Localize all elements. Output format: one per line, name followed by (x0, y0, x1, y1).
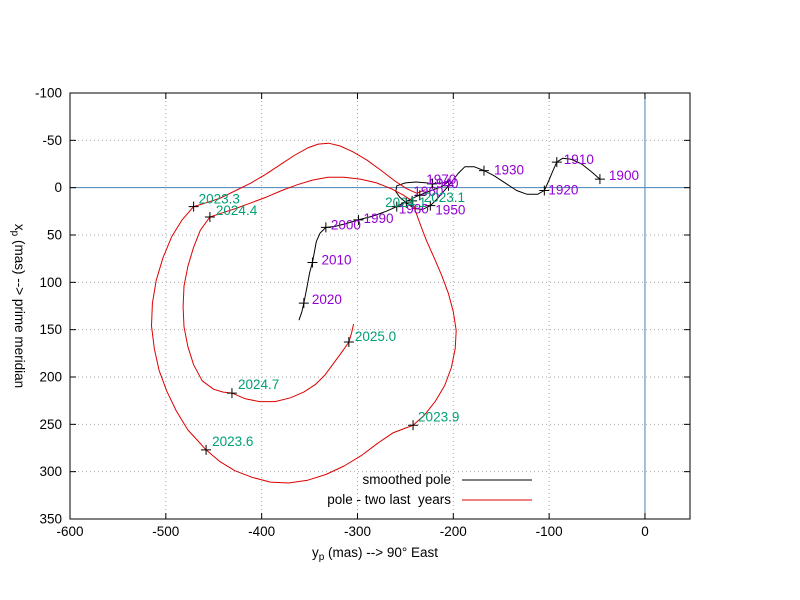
point-cross-marker (226, 388, 237, 399)
x-tick-label: -500 (152, 524, 179, 539)
point-cross-marker (204, 212, 215, 223)
smoothed-pole-curve (298, 157, 601, 321)
point-label: 2023.1 (424, 190, 465, 205)
point-label: 2010 (321, 252, 351, 267)
point-label: 1900 (609, 168, 639, 183)
y-tick-label: -50 (42, 133, 62, 148)
plot-border (69, 92, 691, 520)
x-axis-label: yp (mas) --> 90° East (312, 545, 438, 563)
y-tick-label: 0 (54, 180, 62, 195)
x-tick-label: -300 (344, 524, 371, 539)
point-cross-marker (401, 197, 412, 208)
point-label: 1950 (435, 203, 465, 218)
y-tick-label: 200 (39, 370, 62, 385)
point-label: 2023.9 (418, 409, 459, 424)
point-label: 2024.1 (385, 195, 426, 210)
point-label: 1910 (564, 152, 594, 167)
point-cross-marker (343, 336, 354, 347)
point-cross-marker (188, 201, 199, 212)
y-tick-label: -100 (35, 86, 62, 101)
point-cross-marker (320, 222, 331, 233)
x-tick-label: -600 (56, 524, 83, 539)
point-cross-marker (408, 420, 419, 431)
y-tick-label: 50 (47, 228, 62, 243)
y-axis-label: xp (mas) --> prime meridian (9, 224, 27, 388)
recent-pole-curve (151, 142, 457, 484)
x-tick-label: 0 (641, 524, 649, 539)
point-cross-marker (594, 174, 605, 185)
point-label: 1940 (429, 176, 459, 191)
point-cross-marker (353, 214, 364, 225)
x-tick-label: -100 (536, 524, 563, 539)
x-tick-label: -200 (440, 524, 467, 539)
point-label: 1990 (363, 211, 393, 226)
point-cross-marker (407, 195, 418, 206)
point-cross-marker (414, 190, 425, 201)
point-label: 2000 (331, 217, 361, 232)
point-label: 2025.0 (355, 329, 396, 344)
point-cross-marker (391, 201, 402, 212)
legend: smoothed pole pole - two last years (327, 472, 532, 507)
point-label: 2020 (312, 292, 342, 307)
point-label: 2024.7 (238, 377, 279, 392)
point-label: 1930 (494, 163, 524, 178)
point-cross-marker (307, 257, 318, 268)
point-cross-marker (539, 185, 550, 196)
y-tick-label: 300 (39, 464, 62, 479)
point-cross-marker (478, 165, 489, 176)
point-cross-marker (443, 180, 454, 191)
y-tick-label: 350 (39, 512, 62, 527)
point-cross-marker (201, 444, 212, 455)
point-label: 2023.6 (212, 434, 253, 449)
legend-label-pole-two-last-years: pole - two last years (327, 492, 451, 507)
point-label: 2023.3 (199, 192, 240, 207)
x-tick-label: -400 (248, 524, 275, 539)
point-label: 2024.4 (216, 203, 258, 218)
point-label: 1970 (426, 172, 456, 187)
y-tick-label: 250 (39, 417, 62, 432)
point-label: 1920 (548, 183, 578, 198)
y-tick-label: 100 (39, 275, 62, 290)
point-cross-marker (427, 178, 438, 189)
point-cross-marker (425, 200, 436, 211)
point-cross-marker (551, 157, 562, 168)
legend-label-smoothed-pole: smoothed pole (362, 472, 451, 487)
point-cross-marker (298, 298, 309, 309)
point-label: 1980 (399, 202, 429, 217)
y-tick-label: 150 (39, 322, 62, 337)
